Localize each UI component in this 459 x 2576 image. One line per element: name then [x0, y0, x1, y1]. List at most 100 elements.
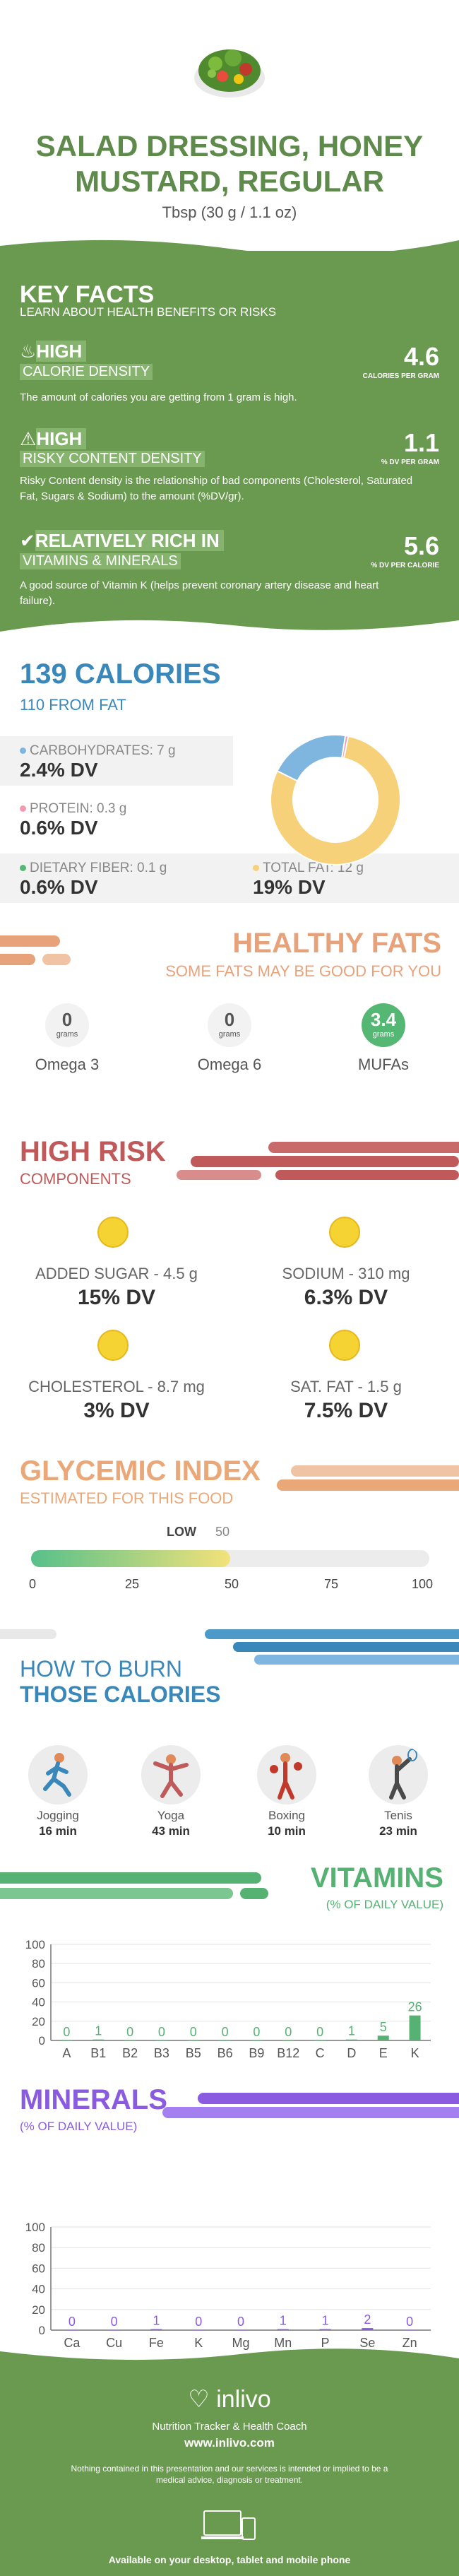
- x-tick-label: B5: [186, 2046, 201, 2060]
- risk-label: CHOLESTEROL - 8.7 mg: [28, 1378, 205, 1395]
- flame-icon: ♨: [20, 341, 37, 362]
- glycemic-tick: 100: [411, 1577, 434, 1591]
- bar-value-label: 0: [316, 2025, 323, 2039]
- x-tick-label: Cu: [106, 2336, 122, 2350]
- x-tick-label: Mg: [232, 2336, 249, 2350]
- activity-minutes: 43 min: [152, 1824, 190, 1838]
- risk-label: SAT. FAT - 1.5 g: [290, 1378, 402, 1395]
- x-tick-label: B6: [217, 2046, 233, 2060]
- mufas-label: MUFAs: [357, 1056, 410, 1073]
- activity-name: Jogging: [37, 1809, 79, 1822]
- bar-value-label: 0: [126, 2025, 133, 2039]
- bar-value-label: 0: [195, 2315, 202, 2329]
- bar-B6: [219, 2040, 231, 2041]
- brand-url-link[interactable]: www.inlivo.com: [184, 2436, 275, 2450]
- calorie-donut-chart: [270, 734, 401, 865]
- bar-B2: [124, 2040, 136, 2041]
- carbs-dot: [20, 748, 26, 755]
- bar-value-label: 2: [364, 2312, 371, 2327]
- burn-title-bold: THOSE CALORIES: [20, 1682, 221, 1707]
- bar-value-label: 0: [253, 2025, 260, 2039]
- x-tick-label: Fe: [149, 2336, 164, 2350]
- bar-value-label: 0: [406, 2315, 413, 2329]
- y-tick-label: 0: [39, 2034, 45, 2048]
- bar-value-label: 0: [285, 2025, 292, 2039]
- y-tick-label: 80: [32, 1957, 45, 1971]
- activity-name: Boxing: [268, 1809, 305, 1822]
- bar-value-label: 0: [158, 2025, 165, 2039]
- x-tick-label: D: [347, 2046, 356, 2060]
- high-risk-subtitle: COMPONENTS: [20, 1170, 131, 1188]
- healthy-fats-subtitle: SOME FATS MAY BE GOOD FOR YOU: [165, 962, 441, 980]
- availability-text: Available on your desktop, tablet and mo…: [108, 2554, 351, 2565]
- key-fact-name: VITAMINS & MINERALS: [20, 553, 181, 569]
- x-tick-label: Zn: [403, 2336, 417, 2350]
- x-tick-label: B9: [249, 2046, 264, 2060]
- glycemic-tick: 0: [28, 1577, 36, 1591]
- y-tick-label: 20: [32, 2015, 45, 2028]
- macro-row-bg: [0, 736, 233, 786]
- footer: [0, 2367, 459, 2576]
- y-tick-label: 100: [25, 1938, 45, 1951]
- macro-item-carbs: CARBOHYDRATES: 7 g 2.4% DV: [20, 743, 176, 781]
- bar-value-label: 1: [348, 2024, 355, 2038]
- x-tick-label: B2: [122, 2046, 138, 2060]
- vitamins-title: VITAMINS: [310, 1862, 443, 1893]
- bar-Zn: [404, 2330, 416, 2331]
- key-fact-unit: CALORIES PER GRAM: [362, 372, 439, 380]
- bar-value-label: 0: [68, 2315, 76, 2329]
- key-fact-level: ♨HIGH: [20, 341, 87, 362]
- key-fact-value: 5.6: [403, 531, 439, 560]
- bar-value-label: 1: [153, 2314, 160, 2328]
- glycemic-subtitle: ESTIMATED FOR THIS FOOD: [20, 1489, 234, 1507]
- bar-Cu: [108, 2330, 120, 2331]
- activity-name: Yoga: [157, 1809, 185, 1822]
- page-title: SALAD DRESSING, HONEY MUSTARD, REGULAR: [35, 129, 424, 198]
- smiley-icon: [329, 1330, 360, 1361]
- key-fact-unit: % DV PER GRAM: [381, 459, 439, 466]
- y-tick-label: 0: [39, 2324, 45, 2337]
- calories-from-fat: 110 FROM FAT: [20, 696, 126, 714]
- fiber-dot: [20, 865, 26, 872]
- x-tick-label: Mn: [274, 2336, 292, 2350]
- y-tick-label: 40: [32, 2283, 45, 2296]
- devices-icon: [201, 2508, 258, 2547]
- fat-dot: [253, 865, 259, 872]
- key-facts-title: KEY FACTS: [20, 281, 155, 308]
- x-tick-label: K: [411, 2046, 419, 2060]
- x-tick-label: P: [321, 2336, 330, 2350]
- bar-Mg: [235, 2330, 246, 2331]
- bar-E: [377, 2036, 389, 2040]
- x-tick-label: C: [316, 2046, 325, 2060]
- bar-value-label: 1: [280, 2314, 287, 2328]
- omega3-label: Omega 3: [35, 1056, 100, 1073]
- bar-B9: [251, 2040, 263, 2041]
- omega6-circle: 0 grams: [208, 1003, 251, 1047]
- key-fact-level: ✔RELATIVELY RICH IN: [20, 530, 224, 552]
- x-tick-label: B1: [90, 2046, 106, 2060]
- disclaimer: Nothing contained in this presentation a…: [71, 2464, 388, 2485]
- y-tick-label: 60: [32, 2262, 45, 2275]
- mufas-circle: 3.4 grams: [362, 1003, 405, 1047]
- x-tick-label: K: [194, 2336, 203, 2350]
- warning-icon: ⚠: [20, 428, 37, 449]
- risk-value: 15% DV: [77, 1286, 156, 1309]
- bar-value-label: 1: [322, 2314, 329, 2328]
- macro-item-protein: PROTEIN: 0.3 g 0.6% DV: [20, 801, 127, 839]
- brand-tagline: Nutrition Tracker & Health Coach: [152, 2421, 307, 2433]
- footer-wave: [0, 2348, 459, 2373]
- x-tick-label: Se: [359, 2336, 375, 2350]
- burn-stripes: [0, 1629, 459, 1665]
- donut-slice-fat: [270, 735, 401, 865]
- smiley-icon: [329, 1217, 360, 1248]
- glycemic-value: 50: [215, 1525, 230, 1539]
- risk-label: SODIUM - 310 mg: [282, 1265, 410, 1282]
- y-tick-label: 20: [32, 2303, 45, 2317]
- jogging-icon: [28, 1745, 88, 1804]
- omega3-circle: 0 grams: [45, 1003, 89, 1047]
- protein-dot: [20, 805, 26, 813]
- bar-value-label: 0: [222, 2025, 229, 2039]
- high-risk-title: HIGH RISK: [20, 1136, 166, 1167]
- vitamins-bar-chart: 0 20 40 60 80 100 0 A 1 B1 0 B2 0 B3 0 B5 0 B6 0 B9 0 B12 0 C 1 D…: [25, 1938, 431, 2060]
- bar-C: [314, 2040, 326, 2041]
